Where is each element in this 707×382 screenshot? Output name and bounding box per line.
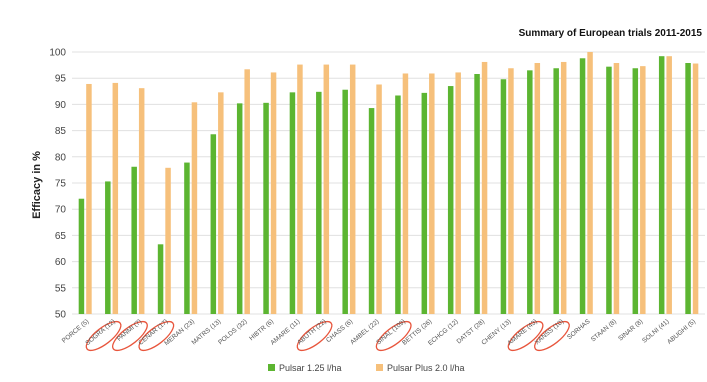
bar-pulsar-plus (666, 56, 672, 314)
bar-pulsar-plus (587, 52, 593, 314)
highlight-circle (534, 320, 570, 352)
x-tick-label: SORHAS (566, 318, 592, 341)
bar-pulsar-plus (112, 82, 119, 314)
highlight-circle (138, 320, 175, 352)
legend-label-pulsar: Pulsar 1.25 l/ha (279, 363, 342, 373)
bar-pulsar-plus (640, 66, 646, 314)
legend: Pulsar 1.25 l/ha Pulsar Plus 2.0 l/ha (268, 363, 465, 373)
bar-pulsar (553, 68, 559, 314)
bar-pulsar-plus (692, 63, 699, 314)
bar-pulsar-plus (455, 72, 461, 314)
bar-pulsar-plus (349, 64, 356, 315)
y-tick-label: 55 (55, 283, 67, 294)
legend-label-pulsar-plus: Pulsar Plus 2.0 l/ha (387, 363, 465, 373)
bar-pulsar (685, 63, 691, 315)
legend-swatch-pulsar-plus (376, 364, 383, 371)
bars (78, 52, 699, 315)
bar-pulsar (527, 70, 533, 314)
bar-pulsar-plus (218, 92, 224, 315)
bar-pulsar (210, 134, 217, 314)
bar-pulsar-plus (560, 61, 567, 315)
bar-pulsar (500, 79, 507, 314)
bar-pulsar (316, 91, 322, 314)
highlight-circle (112, 320, 148, 352)
y-axis-ticks: 50 55 60 65 70 75 80 85 90 95 100 (49, 48, 66, 321)
bar-pulsar-plus (244, 69, 250, 315)
legend-swatch-pulsar (268, 364, 275, 371)
y-tick-label: 100 (49, 48, 66, 59)
bar-pulsar-plus (297, 64, 303, 315)
bar-pulsar (236, 103, 243, 315)
bar-pulsar (447, 86, 454, 314)
highlight-circles (85, 320, 570, 352)
x-tick-label: ABUGHI (5) (666, 318, 697, 346)
x-axis-labels: PORCE (5)SOGRA (12) PANMI (7)CENAR (17)ME… (61, 318, 697, 347)
bar-pulsar-plus (323, 64, 330, 315)
highlight-circle (296, 320, 333, 352)
x-tick-label: POLDS (32) (217, 318, 249, 346)
bar-pulsar-plus (191, 102, 198, 314)
bar-pulsar-plus (86, 83, 92, 315)
y-tick-label: 50 (55, 310, 67, 321)
bar-pulsar-plus (138, 88, 145, 314)
bar-pulsar (105, 181, 111, 314)
bar-pulsar-plus (165, 167, 171, 314)
y-tick-label: 60 (55, 257, 67, 268)
chart-title: Summary of European trials 2011-2015 (519, 28, 703, 39)
bar-pulsar (342, 89, 348, 314)
y-tick-label: 85 (55, 126, 67, 137)
y-tick-label: 70 (55, 205, 67, 216)
bar-pulsar-plus (376, 84, 382, 314)
y-tick-label: 75 (55, 179, 67, 190)
highlight-circle (85, 320, 122, 352)
bar-pulsar-plus (508, 68, 514, 314)
y-tick-label: 80 (55, 152, 67, 163)
bar-pulsar (157, 244, 164, 314)
x-tick-label: ABUTH (22) (296, 318, 328, 346)
bar-pulsar (421, 92, 428, 314)
bar-pulsar (289, 92, 296, 315)
bar-pulsar (658, 56, 665, 314)
bar-pulsar (263, 102, 269, 314)
bar-pulsar (474, 74, 480, 315)
x-tick-label: XANSS (10) (534, 318, 566, 346)
bar-pulsar-plus (402, 73, 409, 314)
y-tick-label: 65 (55, 231, 67, 242)
bar-pulsar-plus (429, 73, 435, 314)
bar-pulsar-plus (270, 72, 277, 314)
y-tick-label: 95 (55, 74, 67, 85)
bar-pulsar-plus (613, 63, 620, 315)
highlight-circle (375, 320, 412, 352)
bar-pulsar (368, 108, 375, 315)
y-axis-label: Efficacy in % (31, 151, 43, 219)
bar-pulsar (184, 162, 190, 314)
bar-pulsar (632, 68, 639, 314)
y-tick-label: 90 (55, 100, 67, 111)
bar-pulsar (606, 66, 612, 314)
bar-pulsar (78, 198, 85, 314)
bar-pulsar (131, 166, 137, 314)
bar-pulsar-plus (481, 61, 488, 315)
bar-pulsar (395, 95, 401, 314)
highlight-circle (507, 320, 544, 352)
bar-pulsar-plus (534, 63, 541, 315)
bar-pulsar (579, 58, 586, 315)
gridlines (72, 51, 705, 315)
x-tick-label: STAAN (8) (590, 318, 618, 343)
